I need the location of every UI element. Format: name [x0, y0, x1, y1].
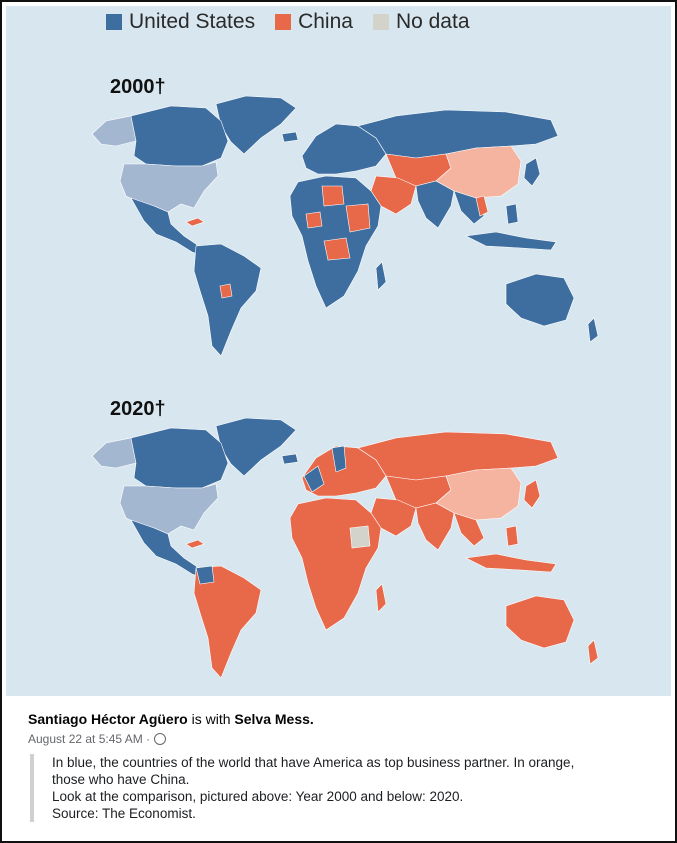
indonesia-2000: [464, 231, 557, 251]
tagged-user-link[interactable]: Selva Mess.: [234, 711, 314, 727]
legend-label-china: China: [298, 10, 353, 33]
world-map-2000: [91, 95, 599, 357]
map-figure: United States China No data 2000†: [6, 6, 671, 696]
india-2020: [415, 502, 455, 551]
canada-2000: [130, 105, 229, 167]
map-2020-year-label: 2020†: [110, 398, 166, 420]
caribbean-2020: [185, 539, 205, 549]
world-map-2020: [91, 417, 599, 679]
author-name-link[interactable]: Santiago Héctor Agüero: [28, 711, 188, 727]
caribbean-2000: [185, 217, 205, 227]
new-zealand-2000: [587, 317, 599, 343]
india-2000: [415, 180, 455, 229]
colombia-2020: [195, 565, 215, 585]
post-author-line: Santiago Héctor Agüero is with Selva Mes…: [28, 711, 314, 727]
with-text: is with: [191, 711, 231, 727]
southeast-asia-2020: [453, 512, 485, 547]
post-body: Santiago Héctor Agüero is with Selva Mes…: [6, 698, 671, 839]
china-2020: [435, 467, 522, 521]
map-legend: United States China No data: [106, 10, 490, 34]
new-zealand-2020: [587, 639, 599, 665]
iceland-2000: [281, 131, 299, 143]
uk-france-2020: [303, 465, 325, 493]
greenland-2000: [215, 95, 297, 155]
legend-swatch-us: [106, 14, 122, 30]
philippines-2000: [505, 203, 519, 225]
caption-line-2: those who have China.: [52, 772, 190, 787]
south-america-2020: [193, 565, 262, 679]
alaska-2020: [91, 437, 137, 469]
russia-2000: [357, 109, 559, 159]
caption-line-4: Source: The Economist.: [52, 806, 196, 821]
usa-2000: [119, 161, 219, 213]
globe-icon: [154, 733, 167, 745]
greenland-2020: [215, 417, 297, 477]
africa-china-libya-2000: [321, 185, 345, 207]
paraguay-2000: [219, 283, 233, 299]
legend-item-china: China: [275, 10, 353, 34]
post-caption: In blue, the countries of the world that…: [30, 754, 672, 822]
post-meta: August 22 at 5:45 AM ·: [28, 732, 167, 746]
africa-no-data-2020: [349, 525, 371, 549]
europe-2000: [301, 123, 387, 175]
legend-label-us: United States: [129, 10, 256, 33]
legend-swatch-no-data: [372, 14, 389, 30]
philippines-2020: [505, 525, 519, 547]
legend-label-no-data: No data: [395, 10, 470, 33]
map-2000-year-label: 2000†: [110, 76, 166, 98]
usa-2020: [119, 483, 219, 535]
canada-2020: [130, 427, 229, 489]
indonesia-2020: [464, 553, 557, 573]
china-2000: [435, 145, 522, 199]
africa-china-congo-2000: [323, 237, 351, 261]
post-timestamp-link[interactable]: August 22 at 5:45 AM ·: [28, 732, 151, 746]
madagascar-2020: [375, 583, 387, 613]
vietnam-2000: [475, 195, 489, 217]
legend-swatch-china: [275, 14, 292, 30]
japan-2000: [523, 157, 541, 187]
legend-item-no-data: No data: [372, 10, 470, 34]
caption-line-3: Look at the comparison, pictured above: …: [52, 789, 464, 804]
africa-china-sudan-2000: [345, 203, 371, 233]
japan-2020: [523, 479, 541, 509]
south-america-2000: [193, 243, 262, 357]
africa-2020: [289, 497, 382, 631]
australia-2020: [505, 595, 575, 649]
scandinavia-2020: [331, 445, 347, 473]
caption-line-1: In blue, the countries of the world that…: [52, 755, 575, 770]
madagascar-2000: [375, 261, 387, 291]
russia-2020: [357, 431, 559, 481]
africa-china-west-2000: [305, 211, 323, 229]
iceland-2020: [281, 453, 299, 465]
alaska-2000: [91, 115, 137, 147]
australia-2000: [505, 273, 575, 327]
legend-item-united-states: United States: [106, 10, 255, 34]
